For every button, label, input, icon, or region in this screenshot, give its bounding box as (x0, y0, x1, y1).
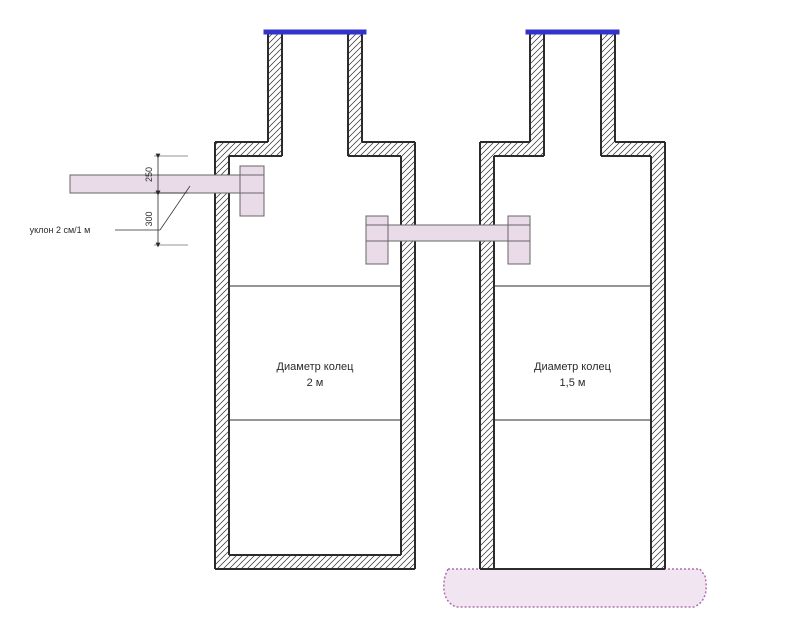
tank1-label-line2: 2 м (307, 377, 324, 389)
tank2-label-line1: Диаметр колец (534, 361, 612, 373)
svg-text:300: 300 (144, 211, 154, 226)
tank2-label-line2: 1,5 м (560, 377, 586, 389)
slope-label: уклон 2 см/1 м (30, 225, 91, 235)
svg-text:250: 250 (144, 167, 154, 182)
tank1-label-line1: Диаметр колец (277, 361, 355, 373)
